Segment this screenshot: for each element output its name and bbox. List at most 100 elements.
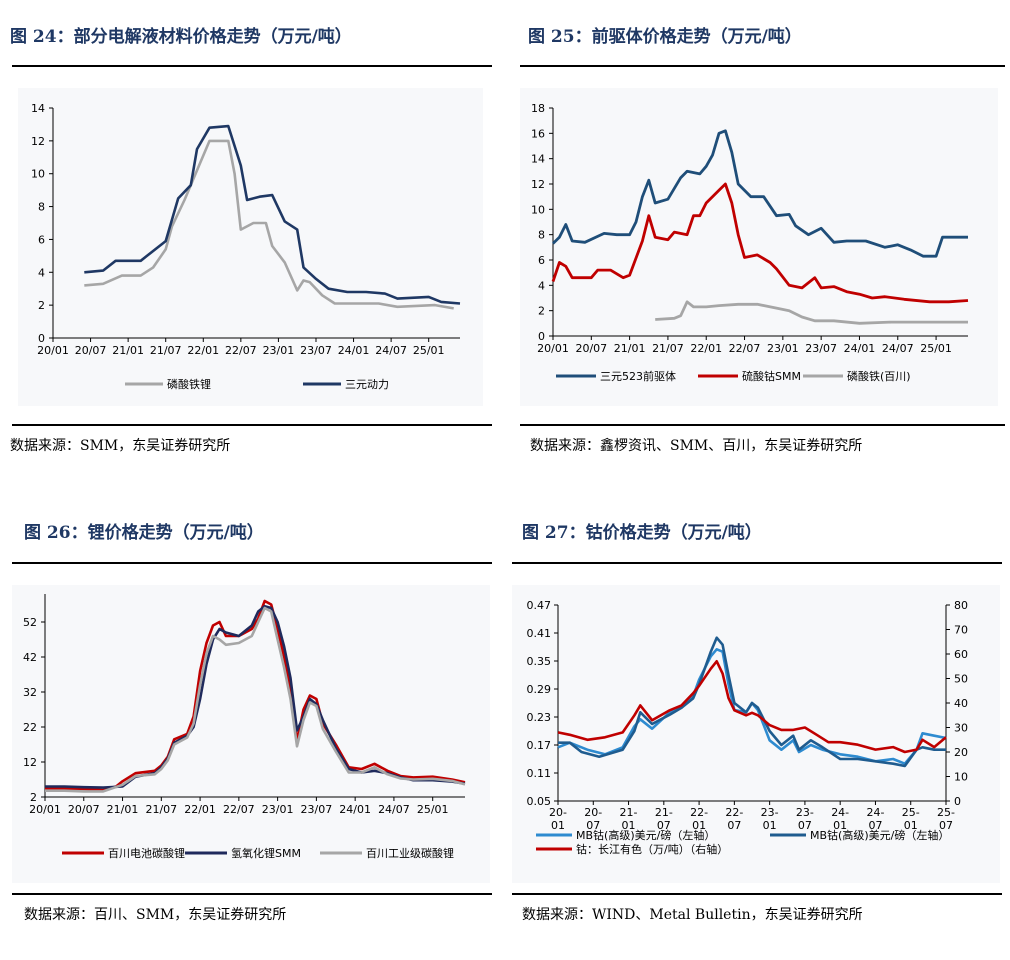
legend-label: 硫酸钴SMM (742, 369, 801, 383)
y-tick-label: 14 (531, 153, 545, 166)
y-tick-label-left: 0.41 (527, 627, 552, 640)
x-tick-label: 21- (620, 806, 638, 819)
y-tick-label: 22 (23, 721, 37, 734)
y-tick-label-left: 0.17 (527, 739, 552, 752)
series-line-3 (45, 606, 466, 793)
legend-label: 百川电池碳酸锂 (108, 846, 185, 860)
legend-label: 百川工业级碳酸锂 (366, 846, 454, 860)
legend-label: MB钴(高级)美元/磅（左轴） (576, 828, 715, 842)
x-tick-label: 23/07 (301, 803, 333, 816)
data-source: 数据来源：百川、SMM，东吴证券研究所 (24, 907, 287, 923)
y-tick-label: 18 (531, 102, 545, 115)
source-divider (12, 893, 492, 895)
series-line-3 (655, 300, 968, 325)
x-tick-label: 24- (831, 806, 849, 819)
x-tick-label: 01 (763, 819, 777, 832)
x-tick-label: 22/01 (184, 803, 216, 816)
y-tick-label-right: 40 (954, 697, 968, 710)
x-tick-label: 21/01 (107, 803, 139, 816)
x-tick-label: 23- (761, 806, 779, 819)
chart-background (512, 585, 1000, 883)
series-line-1 (552, 129, 968, 258)
x-tick-label: 24/07 (378, 803, 410, 816)
x-tick-label: 22- (725, 806, 743, 819)
legend-label: 磷酸铁锂 (167, 377, 211, 391)
y-tick-label: 2 (538, 305, 545, 318)
series-line-3 (557, 660, 947, 754)
y-tick-label: 12 (31, 135, 45, 148)
x-tick-label: 22/07 (729, 342, 761, 355)
y-tick-label: 12 (531, 178, 545, 191)
data-source: 数据来源：鑫椤资讯、SMM、百川，东吴证券研究所 (530, 438, 863, 454)
x-tick-label: 01 (551, 819, 565, 832)
x-tick-label: 20/07 (68, 803, 100, 816)
panel-fig25: 图 25：前驱体价格走势（万元/吨） 0 2 4 6 8 10 12 14 16 18 20/01 2… (508, 0, 1010, 470)
source-divider (520, 424, 1005, 426)
chart-background (18, 88, 483, 406)
legend-label: 三元523前驱体 (600, 369, 676, 383)
x-tick-label: 20- (549, 806, 567, 819)
y-tick-label-left: 0.47 (527, 599, 552, 612)
data-source: 数据来源：SMM，东吴证券研究所 (10, 438, 231, 454)
source-divider (12, 424, 492, 426)
x-tick-label: 07 (868, 819, 882, 832)
y-tick-label-left: 0.23 (527, 711, 552, 724)
y-tick-label: 2 (38, 299, 45, 312)
chart-background (520, 88, 998, 406)
x-tick-label: 07 (586, 819, 600, 832)
x-tick-label: 24/01 (844, 342, 876, 355)
y-tick-label: 8 (538, 229, 545, 242)
series-line-1 (44, 599, 466, 792)
x-tick-label: 25- (937, 806, 955, 819)
y-tick-label-right: 0 (954, 795, 961, 808)
y-tick-label: 8 (38, 201, 45, 214)
x-tick-label: 21- (655, 806, 673, 819)
chart-fig24: 0 2 4 6 8 10 12 14 20/01 20/07 21/01 21/07 22/01 22/0… (31, 102, 461, 391)
panel-fig27: 图 27：钴价格走势（万元/吨） 0.05 0.11 0.17 0.23 0.29 0.3… (508, 490, 1010, 960)
y-tick-label: 12 (23, 756, 37, 769)
chart-fig26: 2 12 22 32 42 52 20/01 20/07 21/01 21/07 22/01 22/0… (23, 594, 466, 860)
chart-title: 图 24：部分电解液材料价格走势（万元/吨） (10, 27, 352, 47)
legend-label: MB钴(高级)美元/磅（左轴） (810, 828, 949, 842)
chart-title: 图 25：前驱体价格走势（万元/吨） (528, 27, 802, 47)
x-tick-label: 21/07 (150, 344, 182, 357)
y-tick-label: 2 (30, 791, 37, 804)
y-tick-label: 52 (23, 616, 37, 629)
chart-fig25: 0 2 4 6 8 10 12 14 16 18 20/01 20/07 21/01 21/07 22/01… (531, 102, 969, 383)
panel-fig26: 图 26：锂价格走势（万元/吨） 2 12 22 32 42 52 20/01 20/07 21… (0, 490, 505, 960)
y-tick-label-right: 20 (954, 746, 968, 759)
x-tick-label: 21/07 (145, 803, 177, 816)
x-tick-label: 25/01 (920, 342, 952, 355)
series-line-2 (45, 605, 466, 789)
x-tick-label: 24/01 (338, 344, 370, 357)
x-tick-label: 23/01 (767, 342, 799, 355)
title-divider (520, 65, 1005, 67)
x-tick-label: 22/01 (187, 344, 219, 357)
y-tick-label: 6 (38, 233, 45, 246)
x-tick-label: 01 (904, 819, 918, 832)
y-tick-label: 4 (38, 266, 45, 279)
y-tick-label: 10 (31, 168, 45, 181)
chart-title: 图 27：钴价格走势（万元/吨） (522, 523, 762, 543)
x-tick-label: 25/01 (417, 803, 449, 816)
y-tick-label-right: 80 (954, 599, 968, 612)
data-source: 数据来源：WIND、Metal Bulletin，东吴证券研究所 (522, 907, 863, 923)
x-tick-label: 20- (584, 806, 602, 819)
title-divider (12, 65, 492, 67)
y-tick-label: 10 (531, 203, 545, 216)
x-tick-label: 01 (833, 819, 847, 832)
y-tick-label-left: 0.05 (527, 795, 552, 808)
y-tick-label-right: 30 (954, 722, 968, 735)
x-tick-label: 23/01 (262, 803, 294, 816)
y-tick-label: 42 (23, 651, 37, 664)
legend-label: 氢氧化锂SMM (231, 846, 301, 860)
y-tick-label-right: 50 (954, 673, 968, 686)
x-tick-label: 23/07 (300, 344, 332, 357)
x-tick-label: 22/01 (690, 342, 722, 355)
y-tick-label: 16 (531, 127, 545, 140)
x-tick-label: 21/07 (652, 342, 684, 355)
y-tick-label: 32 (23, 686, 37, 699)
y-tick-label: 14 (31, 102, 45, 115)
y-tick-label: 0 (38, 332, 45, 345)
series-line-2 (84, 124, 461, 305)
